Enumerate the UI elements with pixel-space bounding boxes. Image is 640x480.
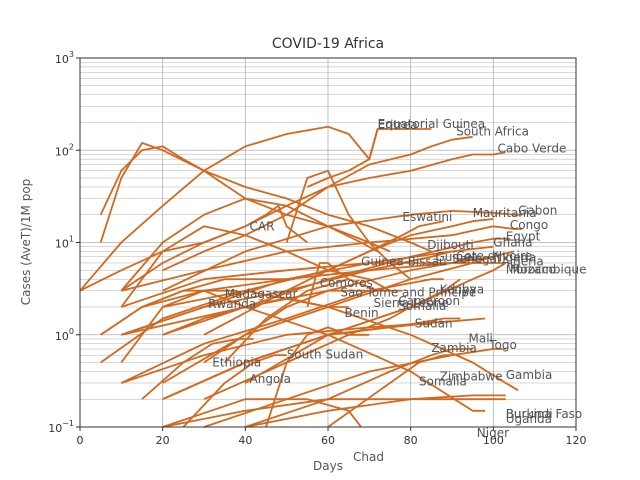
series-line-guinea-bissau [99, 141, 391, 253]
y-axis-label: Cases (AveT)/1M pop [19, 179, 33, 306]
chart-title: COVID-19 Africa [272, 36, 384, 52]
country-label-gambia: Gambia [506, 368, 553, 382]
country-label-comoros: Comoros [320, 276, 373, 290]
country-label-equatorial-guinea: Equatorial Guinea [378, 117, 486, 131]
country-label-libya: Libya [452, 283, 484, 297]
series-line-djibouti [99, 145, 432, 253]
country-label-nigeria: Nigeria [493, 251, 536, 265]
series-line-chad [162, 398, 362, 428]
y-tick-label: 103 [55, 50, 74, 66]
country-label-mauritania: Mauritania [473, 206, 537, 220]
series-line-congo [121, 225, 523, 292]
series-line-ethiopia [141, 338, 254, 400]
country-label-sao-tome-and-principe: Sao Tome and Principe [340, 286, 476, 300]
series-line-mauritania [203, 218, 494, 336]
series-line-burkina-faso [100, 289, 519, 392]
country-label-djibouti: Djibouti [427, 238, 474, 252]
series-line-south-africa [79, 135, 473, 292]
country-label-niger: Niger [477, 426, 509, 440]
x-tick-label: 80 [404, 434, 418, 447]
series-line-togo [121, 317, 486, 384]
country-label-burkina-faso: Burkina Faso [506, 407, 583, 421]
series-line-rwanda [100, 289, 238, 336]
series-line-gambia [203, 348, 506, 428]
series-line-guinea [120, 197, 379, 292]
series-line-morocco [121, 262, 506, 308]
x-axis-label: Days [313, 459, 343, 473]
country-label-senegal: Senegal [452, 252, 500, 266]
series-line-eritrea [79, 125, 379, 292]
x-axis-ticks: 0 20 40 60 80 100 120 [77, 427, 587, 447]
country-label-chad: Chad [353, 450, 384, 464]
x-tick-label: 100 [483, 434, 504, 447]
x-tick-label: 20 [156, 434, 170, 447]
y-tick-label: 100 [55, 327, 74, 343]
x-tick-label: 60 [321, 434, 335, 447]
y-axis-ticks: 10−1 100 101 102 103 [48, 50, 80, 435]
series-line-somalia [224, 278, 403, 364]
country-label-somalia: Somalia [398, 299, 446, 313]
country-label-guinea: Guinea [436, 250, 479, 264]
y-tick-label: 101 [55, 235, 74, 251]
series-line-somalia-2 [327, 354, 452, 428]
x-tick-label: 40 [238, 434, 252, 447]
country-label-south-africa: South Africa [456, 124, 529, 138]
country-label-ethiopia: Ethiopia [212, 356, 261, 370]
country-label-morocco: Morocco [506, 263, 556, 277]
country-label-madagascar: Madagascar [225, 287, 298, 301]
series-line-zambia [162, 323, 432, 401]
country-label-egypt: Egypt [506, 230, 541, 244]
country-label-cabo-verde: Cabo Verde [498, 141, 567, 155]
x-tick-label: 120 [566, 434, 587, 447]
series-line-gabon [162, 209, 523, 292]
country-label-somalia: Somalia [419, 375, 467, 389]
country-label-car: CAR [250, 220, 275, 234]
country-label-congo: Congo [510, 218, 548, 232]
country-label-kenya: Kenya [440, 283, 477, 297]
country-label-togo: Togo [488, 338, 517, 352]
data-lines [79, 125, 523, 428]
country-label-cameroon: Cameroon [398, 294, 460, 308]
country-label-mozambique: Mozambique [510, 263, 587, 277]
country-label-burundi: Burundi [506, 407, 553, 421]
country-label-rwanda: Rwanda [208, 297, 256, 311]
country-label-south-sudan: South Sudan [287, 348, 364, 362]
series-line-angola [182, 354, 287, 428]
country-label-zambia: Zambia [431, 341, 477, 355]
country-label-gabon: Gabon [518, 204, 557, 218]
series-line-uganda [162, 398, 506, 428]
country-label-eritrea: Eritrea [378, 118, 418, 132]
country-label-cote-d-ivoire: Cote d'Ivoire [456, 249, 532, 263]
y-tick-label: 102 [55, 142, 74, 158]
series-line-cabo-verde [162, 151, 506, 272]
x-tick-label: 0 [77, 434, 84, 447]
country-label-eswatini: Eswatini [402, 210, 452, 224]
country-label-sierra-leone: Sierra Leone [374, 296, 449, 310]
y-tick-label: 10−1 [48, 419, 74, 435]
series-line-car [120, 204, 308, 292]
series-line-kenya [120, 278, 444, 384]
country-label-sudan: Sudan [415, 316, 453, 330]
country-label-uganda: Uganda [506, 412, 552, 426]
series-line-cameroon [120, 225, 391, 308]
series-line-niger [120, 289, 486, 412]
country-label-zimbabwe: Zimbabwe [440, 369, 503, 383]
country-label-benin: Benin [345, 306, 379, 320]
country-label-algeria: Algeria [502, 255, 544, 269]
series-line-sao-tome-and-principe [285, 169, 412, 280]
country-label-ghana: Ghana [493, 236, 532, 250]
series-line-mozambique [244, 262, 507, 384]
series-line-nigeria [162, 255, 494, 384]
series-line-benin [162, 297, 349, 336]
country-label-mali: Mali [469, 332, 493, 346]
country-label-guinea-bissau: Guinea-Bissau [361, 255, 447, 269]
country-label-angola: Angola [250, 372, 291, 386]
series-line-senegal [121, 250, 453, 336]
